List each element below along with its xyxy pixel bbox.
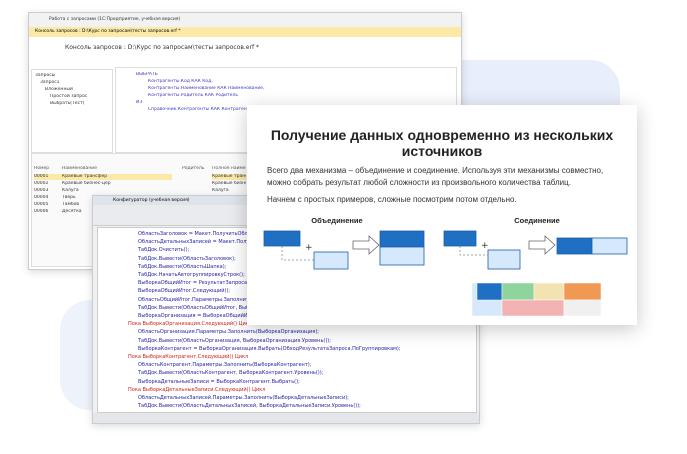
table-cell: 00004 xyxy=(34,195,49,200)
tree-item: Простой запрос xyxy=(50,94,88,99)
title-bar: Работа с запросами (1С:Предприятие, учеб… xyxy=(29,13,461,27)
table-cell: 00002 xyxy=(34,181,49,186)
code-line: ОбластьКонтрагент.Параметры.Заполнить(Вы… xyxy=(138,362,312,369)
code-line: ТабДок.Очистить(); xyxy=(138,247,190,254)
table-cell: 00001 xyxy=(34,174,68,180)
grid-illustration xyxy=(471,282,602,317)
table-cell: 00003 xyxy=(34,188,49,193)
form-title: Консоль запросов : D:\Курс по запросам\т… xyxy=(65,44,259,51)
tab[interactable]: Консоль запросов : D:\Курс по запросам\т… xyxy=(29,27,461,37)
query-line: ИЗ xyxy=(136,100,143,105)
code-line: ТабДок.Вывести(ОбластьШапка); xyxy=(138,263,227,270)
query-line: Контрагенты.Код КАК Код, xyxy=(148,79,213,84)
card-title: Получение данных одновременно из несколь… xyxy=(270,127,614,159)
union-label: Объединение xyxy=(311,216,362,225)
union-diagram: + xyxy=(263,230,425,270)
code-line: ВыборкаКонтрагент = ВыборкаОрганизация.В… xyxy=(138,345,401,352)
table-cell: 00005 xyxy=(34,202,49,207)
table-cell: 00006 xyxy=(34,209,49,214)
diagrams: Объединение Соединение + + xyxy=(263,216,628,317)
query-line: Справочник.Контрагенты КАК Контрагенты xyxy=(148,107,253,112)
code-line: ВыборкаДетальныеЗаписи = ВыборкаКонтраге… xyxy=(138,378,300,385)
table-header: Наименование xyxy=(62,166,97,171)
table-header: Номер xyxy=(34,166,50,171)
code-line: ОбластьДетальныхЗаписей = Макет.Получить… xyxy=(138,239,313,246)
tree-panel: Запросы Запрос1 Вложенный Простой запрос Выб… xyxy=(31,69,113,153)
table-cell: Калуга xyxy=(62,188,79,193)
code-line: Пока ВыборкаДетальныеЗаписи.Следующий() … xyxy=(128,386,266,393)
code-line: ТабДок.Вывести(ОбластьОрганизация, Выбор… xyxy=(138,337,331,344)
code-line: ОбластьЗаголовок = Макет.ПолучитьОбласть… xyxy=(138,231,297,237)
code-line: ТабДок.Вывести(ОбластьДетальныхЗаписей, … xyxy=(138,403,361,410)
code-line: ОбластьОбщийИтог.Параметры.Заполнить(Выб… xyxy=(138,296,311,303)
code-line: ТабДок.Вывести(ОбластьЗаголовок); xyxy=(138,255,236,262)
table-cell: Краевые бизнес-цер xyxy=(212,181,246,186)
table-header: Полное наименование xyxy=(212,166,246,171)
paragraph: можно собрать результат любой сложности … xyxy=(267,178,571,187)
table-cell: Десятка xyxy=(62,209,82,214)
join-label: Соединение xyxy=(514,216,560,225)
query-line: ВЫБРАТЬ xyxy=(136,72,158,77)
paragraph: Начнем с простых примеров, сложные посмо… xyxy=(267,195,517,204)
table-header: Родитель xyxy=(182,166,205,171)
tree-item: Запросы xyxy=(35,73,56,78)
code-line: ОбластьДетальныхЗаписей.Параметры.Заполн… xyxy=(138,395,349,401)
paragraph: Всего два механизма – объединение и соед… xyxy=(267,166,604,175)
table-cell: Калуга xyxy=(212,188,229,193)
svg-text:+: + xyxy=(305,243,313,253)
table-cell: Краевые трансфер xyxy=(62,174,172,180)
query-line: Контрагенты.Родитель КАК Родитель xyxy=(148,93,238,98)
tree-item: Запрос1 xyxy=(40,80,60,85)
tree-item: Вложенный xyxy=(45,87,73,92)
code-line: Пока ВыборкаОрганизация.Следующий() Цикл xyxy=(128,321,252,328)
svg-text:+: + xyxy=(481,241,489,251)
table-cell: Тверь xyxy=(62,195,76,200)
tree-item: Выбрать(Тест) xyxy=(50,101,85,106)
code-line: ОбластьОрганизация.Параметры.Заполнить(В… xyxy=(138,329,319,336)
code-line: ТабДок.НачатьАвтогруппировкуСтрок(); xyxy=(138,272,245,278)
join-diagram: + xyxy=(443,230,628,270)
code-line: Пока ВыборкаКонтрагент.Следующий() Цикл xyxy=(128,354,249,360)
query-line: Контрагенты.Наименование КАК Наименовани… xyxy=(148,86,265,91)
table-cell: Тамбов xyxy=(62,202,80,207)
table-cell: Краевые трансфер xyxy=(212,174,246,180)
table-cell: Краевые бизнес-цер xyxy=(62,181,111,186)
code-line: ВыборкаОбщийИтог.Следующий(); xyxy=(138,288,231,295)
slide-card: Получение данных одновременно из несколь… xyxy=(247,105,637,325)
status-bar xyxy=(93,413,479,423)
code-line: ТабДок.Вывести(ОбластьОбщийИтог, Выборка… xyxy=(138,304,323,311)
code-line: ТабДок.Вывести(ОбластьКонтрагент, Выборк… xyxy=(138,370,324,377)
